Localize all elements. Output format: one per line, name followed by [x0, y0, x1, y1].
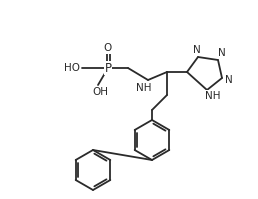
Text: NH: NH	[205, 91, 221, 101]
Text: N: N	[193, 45, 201, 55]
Text: OH: OH	[92, 87, 108, 97]
Text: NH: NH	[136, 83, 152, 93]
Text: N: N	[218, 48, 226, 58]
Text: P: P	[104, 61, 111, 74]
Text: HO: HO	[64, 63, 80, 73]
Text: O: O	[104, 43, 112, 53]
Text: N: N	[225, 75, 233, 85]
